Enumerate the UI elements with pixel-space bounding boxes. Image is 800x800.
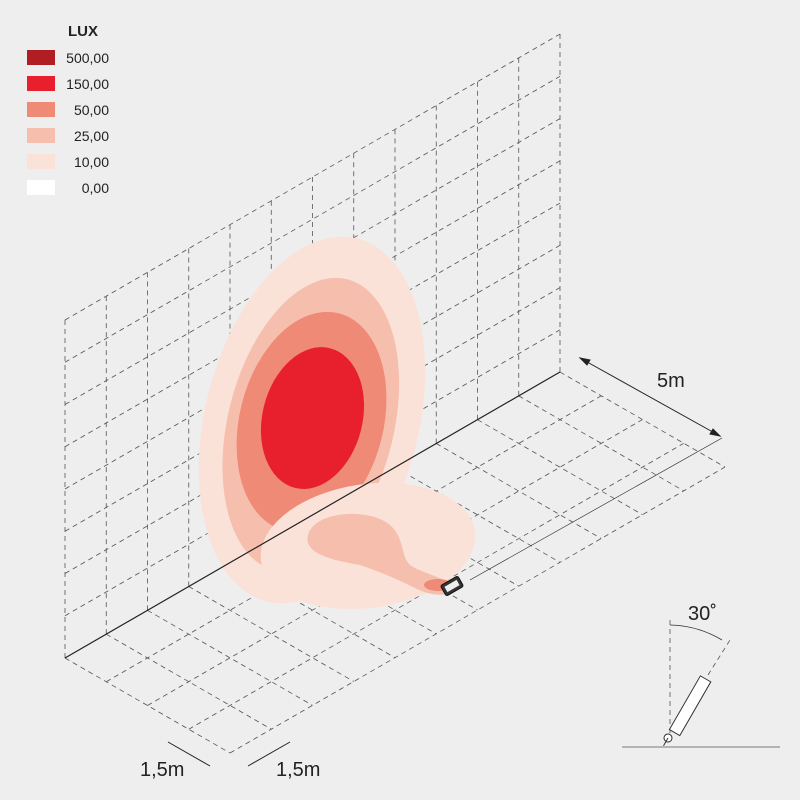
grid-line	[559, 371, 726, 468]
dimension-label: 1,5m	[140, 759, 184, 781]
wall-base	[64, 371, 561, 659]
fixture	[440, 576, 464, 596]
legend-label: 0,00	[82, 180, 109, 196]
legend-label: 500,00	[66, 50, 109, 66]
legend-swatch	[27, 180, 55, 195]
legend-title: LUX	[68, 23, 98, 40]
grid-line	[477, 419, 643, 516]
dimension-lines	[167, 357, 723, 767]
tilt-inset: 30˚	[622, 603, 780, 748]
legend-swatch	[27, 154, 55, 169]
legend-swatch	[27, 76, 55, 91]
grid-line	[436, 443, 602, 539]
zone-25	[307, 513, 452, 595]
grid-line	[394, 467, 561, 563]
tilt-label: 30˚	[688, 603, 717, 625]
grid-line	[188, 586, 354, 682]
grid-line	[147, 609, 313, 706]
legend-label: 50,00	[74, 102, 109, 118]
legend-label: 25,00	[74, 128, 109, 144]
grid-line	[106, 633, 272, 730]
grid-line	[64, 657, 231, 754]
legend-label: 150,00	[66, 76, 109, 92]
grid-line	[518, 395, 684, 492]
legend-swatch	[27, 102, 55, 117]
legend: 500,00 150,00 50,00 25,00 10,00 0,00	[27, 50, 109, 196]
legend-swatch	[27, 50, 55, 65]
legend-swatch	[27, 128, 55, 143]
dimension-label: 5m	[657, 370, 685, 392]
dimension-label: 1,5m	[276, 759, 320, 781]
zone-150	[260, 347, 365, 489]
legend-label: 10,00	[74, 154, 109, 170]
